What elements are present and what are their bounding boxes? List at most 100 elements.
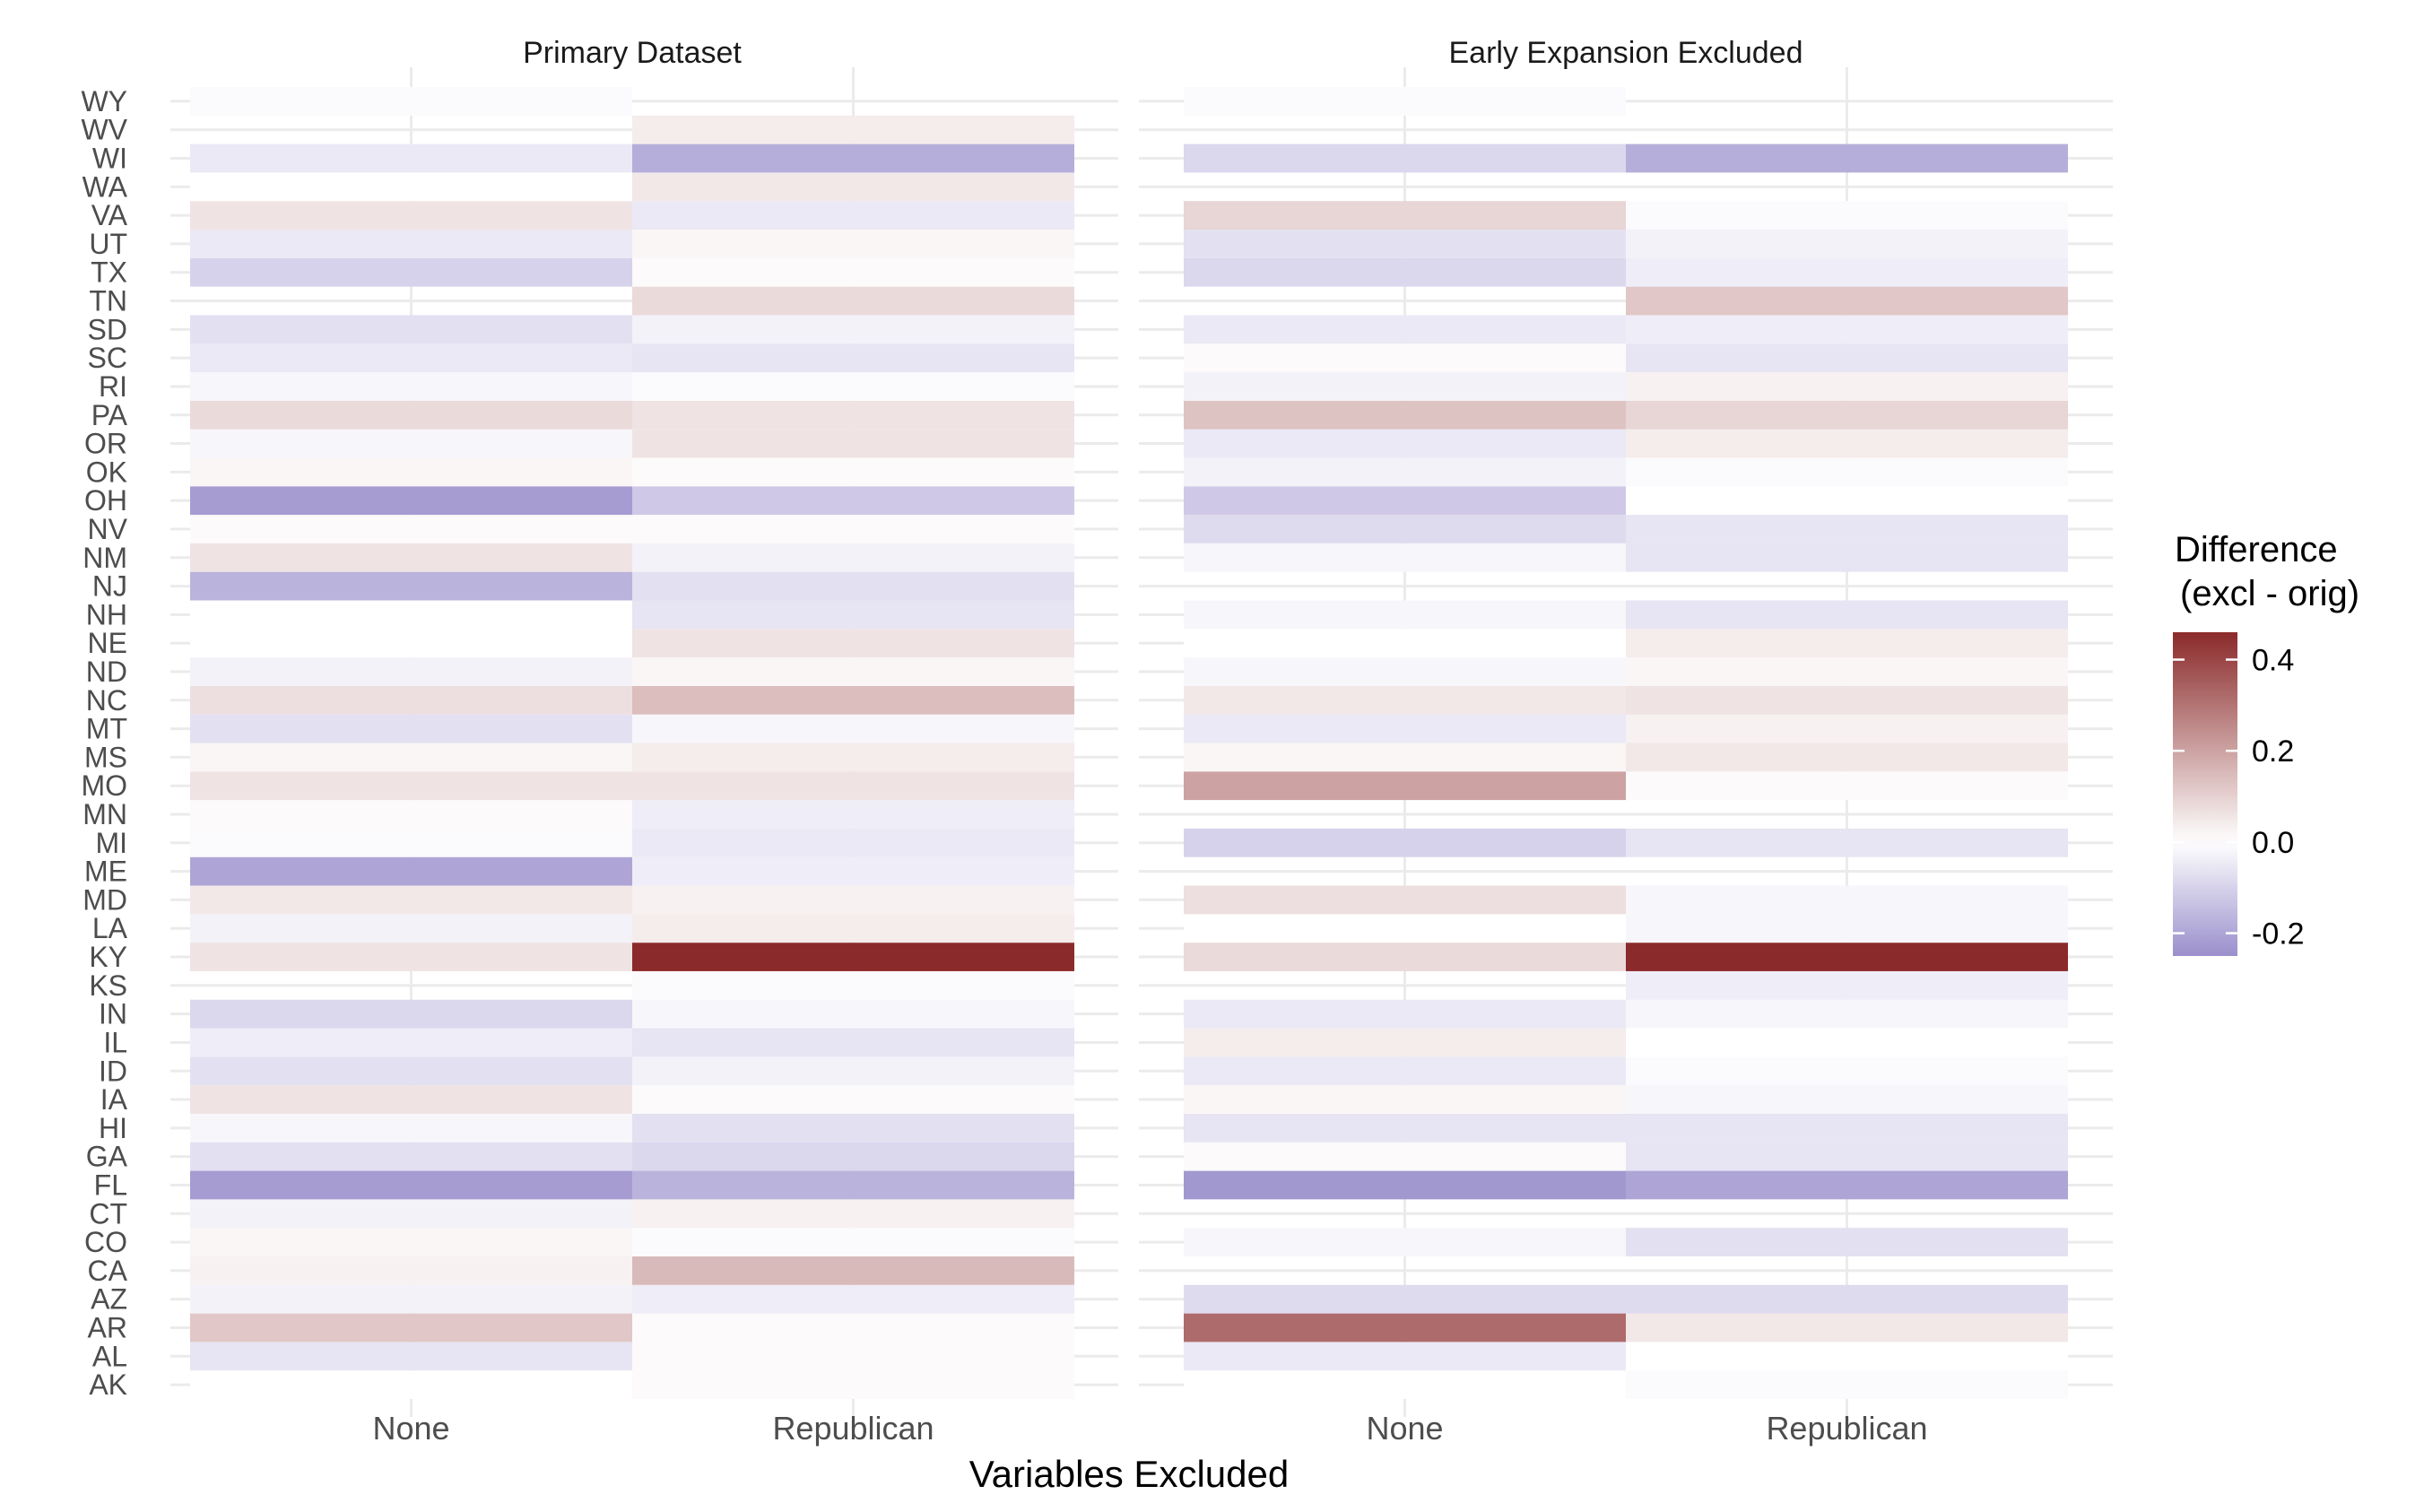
panel-2: Early Expansion Excluded None Republican bbox=[1139, 36, 2113, 1447]
tile-nm-republican bbox=[1626, 543, 2068, 572]
tile-ga-republican bbox=[1626, 1142, 2068, 1171]
tile-ut-none bbox=[1184, 230, 1626, 258]
tile-sd-none bbox=[1184, 315, 1626, 344]
tile-nv-none bbox=[190, 515, 632, 543]
tile-ne-none bbox=[1184, 629, 1626, 658]
y-tick-label-tn: TN bbox=[89, 285, 127, 317]
panel-title: Early Expansion Excluded bbox=[1448, 36, 1803, 70]
tile-pa-republican bbox=[1626, 400, 2068, 430]
tile-md-republican bbox=[1626, 885, 2068, 915]
tile-wa-none bbox=[190, 172, 632, 202]
tile-nd-none bbox=[190, 657, 632, 686]
tile-ky-none bbox=[1184, 943, 1626, 971]
tile-fl-none bbox=[1184, 1170, 1626, 1200]
tile-il-none bbox=[190, 1028, 632, 1057]
tile-wy-none bbox=[1184, 87, 1626, 116]
tile-ut-none bbox=[190, 230, 632, 258]
tile-hi-republican bbox=[632, 1113, 1074, 1143]
tile-wi-none bbox=[190, 143, 632, 173]
tile-nd-republican bbox=[1626, 657, 2068, 686]
tile-ri-none bbox=[190, 372, 632, 401]
tile-ok-republican bbox=[632, 457, 1074, 487]
tile-md-republican bbox=[632, 885, 1074, 915]
tile-nh-none bbox=[190, 600, 632, 630]
tile-wy-none bbox=[190, 87, 632, 116]
tile-mi-none bbox=[190, 828, 632, 857]
tile-hi-none bbox=[1184, 1113, 1626, 1143]
tile-mt-republican bbox=[1626, 714, 2068, 743]
tile-nj-none bbox=[190, 571, 632, 601]
tile-mt-none bbox=[190, 714, 632, 743]
y-tick-label-mi: MI bbox=[95, 827, 127, 859]
tile-al-none bbox=[190, 1342, 632, 1371]
tile-ar-republican bbox=[1626, 1313, 2068, 1343]
x-tick-label-republican: Republican bbox=[1766, 1410, 1927, 1447]
y-tick-label-wi: WI bbox=[92, 143, 127, 175]
tile-co-republican bbox=[632, 1228, 1074, 1256]
tile-az-republican bbox=[1626, 1284, 2068, 1314]
tile-tx-none bbox=[1184, 257, 1626, 287]
tile-fl-republican bbox=[1626, 1170, 2068, 1200]
y-tick-label-va: VA bbox=[91, 199, 128, 231]
y-tick-label-ca: CA bbox=[88, 1255, 128, 1287]
tile-in-none bbox=[1184, 999, 1626, 1029]
panel-1: Primary Dataset None Republican bbox=[170, 36, 1118, 1447]
tile-co-none bbox=[190, 1228, 632, 1256]
tile-az-none bbox=[1184, 1284, 1626, 1314]
y-tick-label-nh: NH bbox=[86, 598, 127, 630]
panel-title: Primary Dataset bbox=[523, 36, 742, 70]
tile-ca-republican bbox=[632, 1256, 1074, 1285]
tile-id-none bbox=[190, 1056, 632, 1086]
tile-nv-republican bbox=[1626, 515, 2068, 543]
tile-sc-republican bbox=[1626, 343, 2068, 373]
tile-nc-republican bbox=[1626, 685, 2068, 715]
tile-sd-republican bbox=[632, 315, 1074, 344]
tile-ut-republican bbox=[1626, 230, 2068, 258]
tile-ia-none bbox=[190, 1085, 632, 1114]
y-tick-label-wa: WA bbox=[83, 170, 128, 203]
tile-ms-none bbox=[190, 743, 632, 772]
tile-tn-republican bbox=[632, 286, 1074, 316]
tile-or-republican bbox=[1626, 429, 2068, 458]
legend-colorbar bbox=[2173, 632, 2237, 956]
tile-il-republican bbox=[632, 1028, 1074, 1057]
tile-mt-republican bbox=[632, 714, 1074, 743]
tile-in-republican bbox=[1626, 999, 2068, 1029]
tile-ut-republican bbox=[632, 230, 1074, 258]
tile-ms-republican bbox=[632, 743, 1074, 772]
tile-or-none bbox=[1184, 429, 1626, 458]
tile-nv-none bbox=[1184, 515, 1626, 543]
y-tick-label-or: OR bbox=[84, 428, 127, 460]
tile-ky-republican bbox=[632, 943, 1074, 971]
tile-nj-republican bbox=[632, 571, 1074, 601]
tile-mi-republican bbox=[632, 828, 1074, 857]
legend-tick-label: 0.2 bbox=[2252, 734, 2294, 769]
tile-ok-none bbox=[1184, 457, 1626, 487]
tile-ri-republican bbox=[632, 372, 1074, 401]
tile-al-republican bbox=[1626, 1342, 2068, 1371]
y-tick-label-mo: MO bbox=[81, 769, 127, 802]
tile-wa-republican bbox=[632, 172, 1074, 202]
tile-ne-republican bbox=[632, 629, 1074, 658]
y-tick-label-nj: NJ bbox=[92, 570, 127, 603]
tile-or-none bbox=[190, 429, 632, 458]
y-tick-label-ks: KS bbox=[89, 969, 127, 1002]
y-tick-label-mn: MN bbox=[83, 798, 127, 830]
color-legend: Difference (excl - orig) 0.4 0.2 0.0 -0.2 bbox=[2173, 530, 2359, 956]
y-tick-label-ga: GA bbox=[86, 1141, 128, 1173]
tile-tx-republican bbox=[1626, 257, 2068, 287]
tile-md-none bbox=[190, 885, 632, 915]
tile-or-republican bbox=[632, 429, 1074, 458]
tile-va-republican bbox=[1626, 201, 2068, 230]
tile-hi-none bbox=[190, 1113, 632, 1143]
x-axis-title: Variables Excluded bbox=[969, 1453, 1289, 1495]
tile-oh-republican bbox=[1626, 486, 2068, 516]
y-tick-label-nd: ND bbox=[86, 656, 127, 688]
tile-ga-republican bbox=[632, 1142, 1074, 1171]
tile-ia-republican bbox=[632, 1085, 1074, 1114]
tile-sd-none bbox=[190, 315, 632, 344]
tile-ca-none bbox=[190, 1256, 632, 1285]
tile-ri-none bbox=[1184, 372, 1626, 401]
tile-nc-none bbox=[1184, 685, 1626, 715]
